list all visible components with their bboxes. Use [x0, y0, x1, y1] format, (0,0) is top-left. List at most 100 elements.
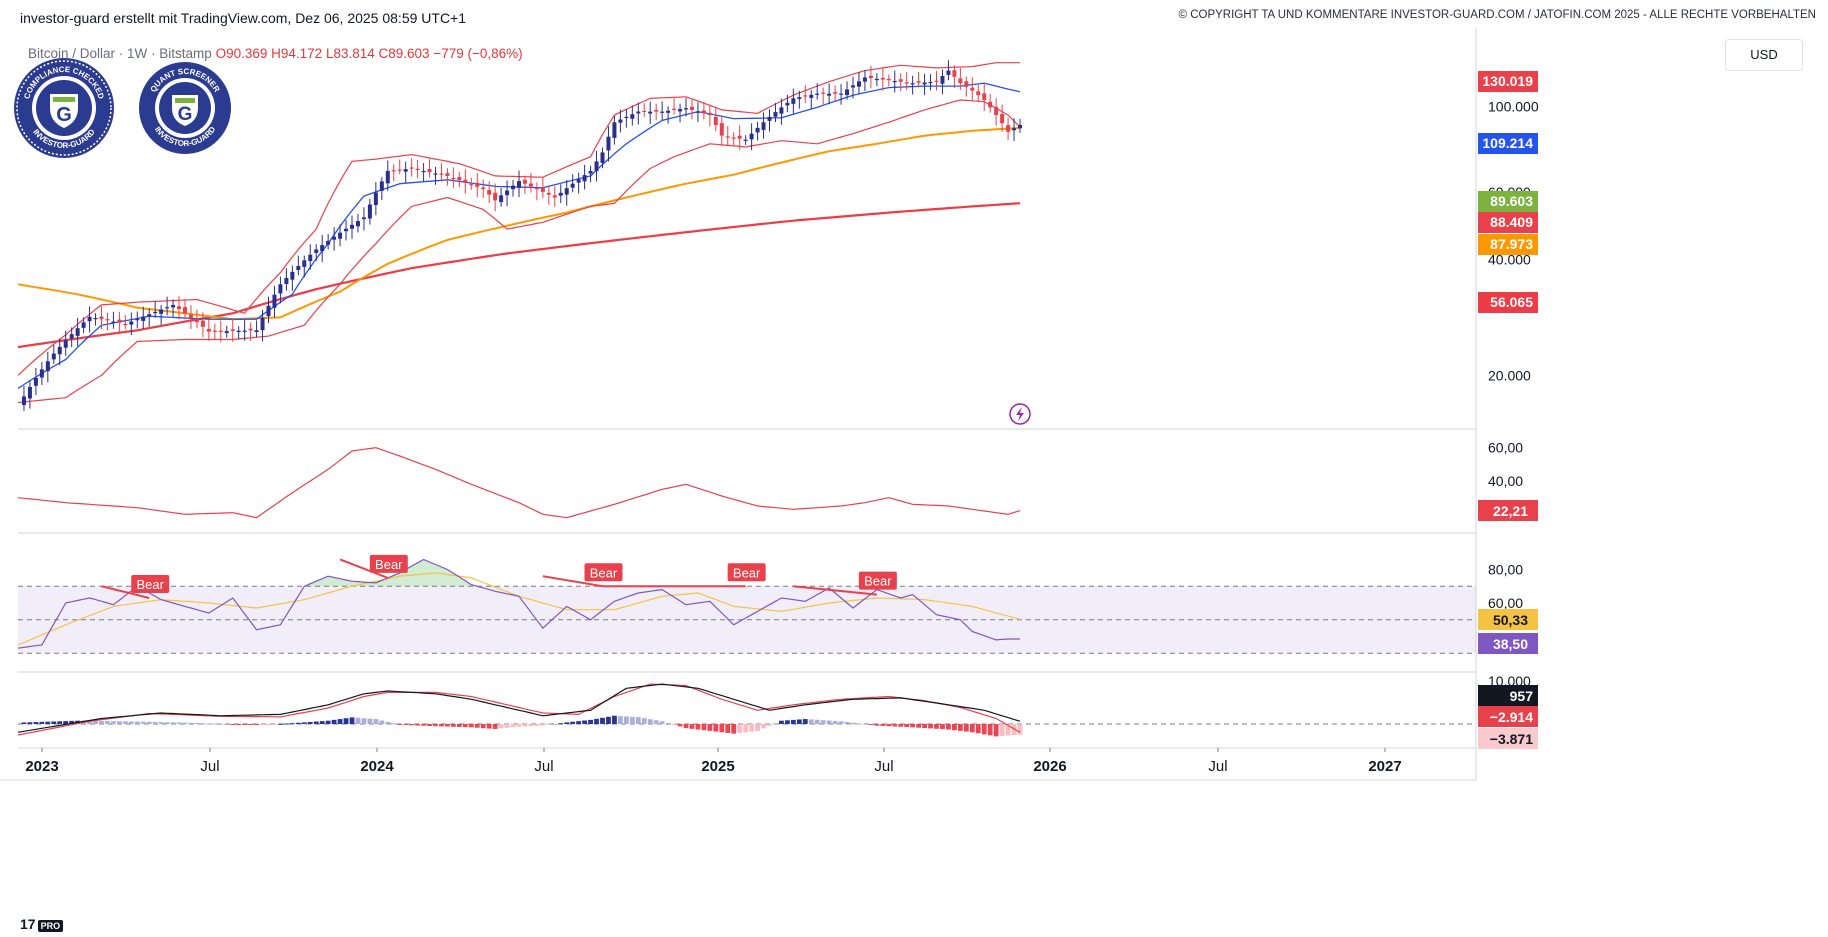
- candle-body: [445, 173, 450, 176]
- candle-body: [880, 77, 885, 80]
- time-tick-label: 2027: [1368, 758, 1401, 775]
- candle-body: [994, 106, 999, 116]
- candle-body: [916, 81, 921, 83]
- macd-histogram-bar: [898, 724, 904, 727]
- time-tick-label: Jul: [874, 758, 893, 775]
- macd-histogram-bar: [546, 724, 552, 725]
- candle-body: [672, 108, 677, 110]
- macd-histogram-bar: [355, 717, 361, 724]
- candle-body: [755, 127, 760, 133]
- price-label-badge: [1478, 191, 1538, 212]
- candle-body: [594, 161, 599, 172]
- candle-body: [278, 284, 283, 294]
- price-label-badge: [1478, 212, 1538, 233]
- macd-histogram-bar: [773, 723, 778, 725]
- candle-body: [147, 314, 152, 316]
- macd-histogram-bar: [707, 724, 713, 731]
- macd-histogram-bar: [516, 724, 522, 727]
- candle-body: [171, 304, 176, 308]
- macd-histogram-bar: [63, 721, 69, 724]
- macd-histogram-bar: [105, 721, 110, 724]
- macd-histogram-bar: [558, 723, 564, 725]
- bear-label-text: Bear: [733, 565, 761, 580]
- candle-body: [200, 320, 205, 327]
- macd-histogram-bar: [522, 724, 528, 727]
- macd-value-text: 957: [1510, 688, 1534, 704]
- macd-histogram-bar: [659, 721, 665, 724]
- macd-histogram-bar: [647, 719, 653, 724]
- candle-body: [922, 82, 927, 85]
- macd-histogram-bar: [200, 723, 206, 725]
- macd-histogram-bar: [254, 724, 259, 726]
- candle-body: [177, 306, 182, 310]
- macd-histogram-bar: [122, 721, 128, 724]
- macd-histogram-bar: [737, 724, 743, 733]
- macd-histogram-bar: [99, 721, 104, 724]
- candle-body: [779, 107, 784, 114]
- macd-histogram-bar: [403, 724, 409, 726]
- rsi-tick-label: 80,00: [1488, 562, 1523, 578]
- macd-histogram-bar: [445, 724, 450, 727]
- macd-histogram-bar: [486, 724, 492, 729]
- candle-body: [558, 192, 563, 196]
- candle-body: [338, 232, 343, 239]
- candle-body: [964, 81, 969, 87]
- macd-histogram-bar: [427, 724, 432, 726]
- macd-histogram-bar: [606, 716, 611, 724]
- candle-body: [737, 135, 742, 139]
- candle-body: [976, 91, 981, 96]
- candle-body: [618, 119, 623, 123]
- macd-histogram-bar: [612, 715, 617, 724]
- macd-histogram-bar: [987, 724, 993, 736]
- candle-body: [111, 321, 116, 323]
- candle-body: [314, 249, 319, 253]
- currency-button[interactable]: USD: [1725, 39, 1803, 71]
- macd-histogram-bar: [910, 724, 916, 728]
- candle-body: [952, 70, 957, 77]
- candle-body: [1000, 113, 1005, 124]
- macd-histogram-bar: [725, 724, 731, 733]
- candle-body: [767, 116, 772, 121]
- macd-histogram-bar: [87, 720, 92, 724]
- bear-label-text: Bear: [864, 574, 892, 589]
- candle-body: [27, 386, 32, 399]
- symbol-info-line[interactable]: Bitcoin / Dollar · 1W · Bitstamp O90.369…: [28, 46, 523, 61]
- macd-histogram-bar: [391, 723, 397, 725]
- price-label-badge: [1478, 234, 1538, 255]
- macd-histogram-bar: [450, 724, 456, 727]
- candle-body: [666, 110, 671, 113]
- macd-histogram-bar: [510, 724, 516, 728]
- macd-histogram-bar: [498, 724, 504, 729]
- candle-body: [707, 112, 712, 116]
- macd-value-text: −3.871: [1490, 731, 1533, 747]
- macd-histogram-bar: [69, 720, 75, 724]
- macd-histogram-bar: [999, 724, 1005, 736]
- macd-histogram-bar: [170, 722, 176, 724]
- candle-body: [803, 95, 808, 97]
- macd-histogram-bar: [594, 718, 599, 724]
- time-tick-label: Jul: [200, 758, 219, 775]
- macd-histogram-bar: [761, 724, 766, 729]
- logo-text: 17: [20, 916, 36, 932]
- candle-body: [797, 97, 802, 99]
- candle-body: [123, 323, 128, 326]
- candle-body: [815, 93, 820, 95]
- candle-body: [904, 82, 909, 84]
- candle-body: [391, 170, 396, 172]
- tradingview-logo[interactable]: 17 PRO: [20, 916, 64, 932]
- candle-body: [481, 187, 486, 190]
- macd-histogram-bar: [152, 721, 158, 724]
- candle-body: [845, 89, 850, 96]
- candle-body: [487, 190, 492, 195]
- macd-histogram-bar: [397, 724, 403, 725]
- macd-histogram-bar: [641, 718, 647, 724]
- compliance-badge-icon: G COMPLIANCE CHECKED INVESTOR-GUARD: [14, 58, 114, 158]
- macd-histogram-bar: [886, 724, 892, 727]
- rsi-tick-label: 60,00: [1488, 595, 1523, 611]
- rsi-ma-text: 50,33: [1493, 612, 1528, 628]
- macd-histogram-bar: [212, 723, 218, 725]
- symbol-name[interactable]: Bitcoin / Dollar · 1W · Bitstamp: [28, 46, 212, 61]
- candle-body: [934, 80, 939, 82]
- candle-body: [129, 321, 134, 325]
